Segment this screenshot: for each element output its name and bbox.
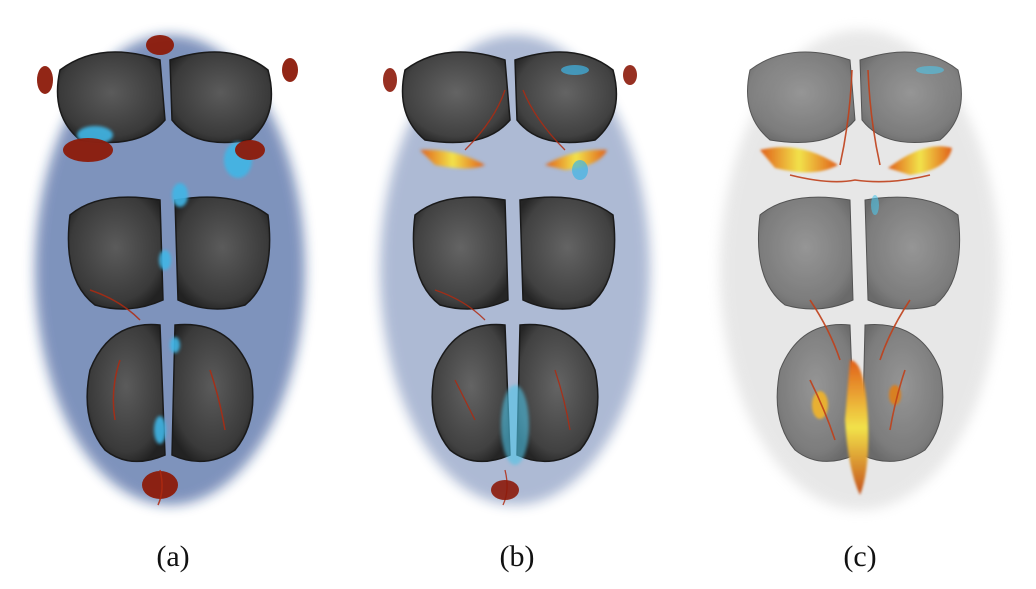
hot-tracts (760, 146, 952, 495)
hot-tracts (420, 149, 607, 465)
cyan-blobs (561, 65, 589, 180)
caption-a: (a) (156, 540, 190, 573)
brain-lobes (401, 51, 618, 463)
panel-a (0, 0, 345, 530)
panel-b (345, 0, 690, 530)
red-structures (37, 35, 298, 499)
panel-c-rendering (720, 30, 1000, 510)
caption-b: (b) (499, 540, 535, 573)
red-vessels (789, 69, 931, 441)
panel-a-rendering (35, 35, 305, 506)
panel-b-rendering (380, 35, 650, 506)
red-structures (383, 65, 637, 500)
brain-lobes (747, 51, 962, 462)
red-vessels (89, 289, 226, 506)
cyan-blobs (871, 66, 944, 215)
brain-lobes (56, 51, 273, 463)
panel-c (690, 0, 1035, 530)
caption-c: (c) (843, 540, 877, 573)
